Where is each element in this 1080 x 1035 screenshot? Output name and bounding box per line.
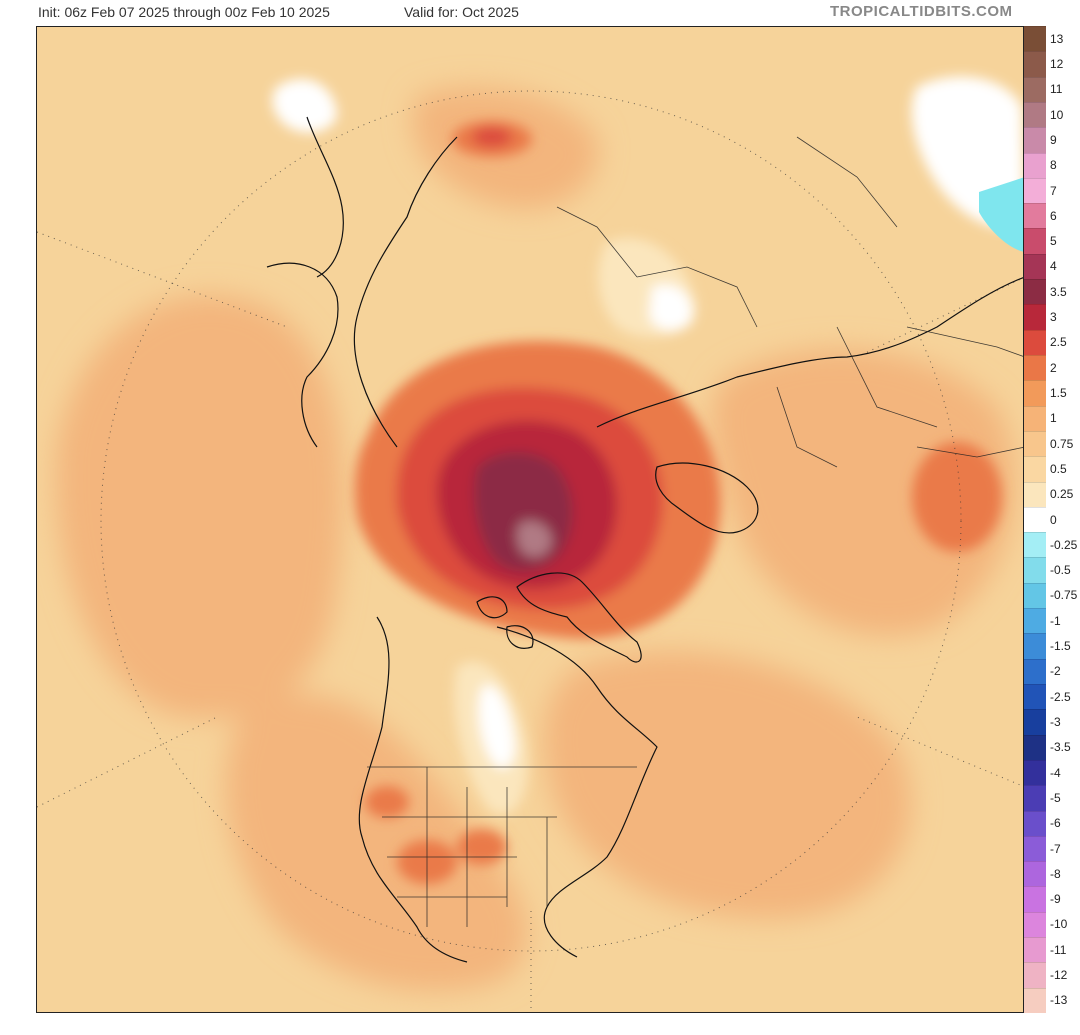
colorbar-swatch	[1024, 810, 1046, 836]
colorbar-swatch	[1024, 304, 1046, 330]
colorbar-label: -10	[1050, 917, 1068, 932]
colorbar-label: 3	[1050, 310, 1057, 325]
colorbar-swatch	[1024, 203, 1046, 229]
init-time-text: Init: 06z Feb 07 2025 through 00z Feb 10…	[38, 4, 330, 20]
colorbar-swatch	[1024, 709, 1046, 735]
colorbar-swatch	[1024, 532, 1046, 558]
colorbar-label: -0.5	[1050, 563, 1071, 578]
colorbar-label: -3	[1050, 714, 1061, 729]
colorbar-label: -6	[1050, 816, 1061, 831]
colorbar-swatch	[1024, 152, 1046, 178]
colorbar-swatch	[1024, 405, 1046, 431]
colorbar-swatch	[1024, 279, 1046, 305]
colorbar-swatch	[1024, 101, 1046, 128]
colorbar-swatch	[1024, 658, 1046, 684]
colorbar-swatch	[1024, 911, 1046, 938]
colorbar-label: -13	[1050, 993, 1068, 1008]
anomaly-map	[36, 26, 1024, 1013]
colorbar-swatch	[1024, 759, 1046, 786]
political-boundaries	[367, 136, 1023, 927]
colorbar-swatch	[1024, 456, 1046, 482]
colorbar-swatch	[1024, 253, 1046, 280]
colorbar-swatch	[1024, 127, 1046, 153]
colorbar-label: 11	[1050, 82, 1063, 97]
colorbar-label: -9	[1050, 892, 1061, 907]
colorbar-swatch	[1024, 785, 1046, 811]
colorbar-swatch	[1024, 481, 1046, 507]
colorbar-legend: 13 12 11 10 9 8 7 6 5 4 3.5 3 2.5 2 1.5 1 0.75 0.5 0.25 0 -0…	[1024, 26, 1080, 1013]
colorbar-label: -7	[1050, 841, 1061, 856]
colorbar-swatch	[1024, 177, 1046, 204]
colorbar-label: 13	[1050, 31, 1064, 46]
colorbar-swatch	[1024, 582, 1046, 609]
colorbar-label: -1	[1050, 613, 1061, 628]
colorbar-label: 7	[1050, 183, 1057, 198]
colorbar-label: 10	[1050, 107, 1064, 122]
colorbar-swatch	[1024, 76, 1046, 102]
colorbar-swatch	[1024, 861, 1046, 887]
colorbar-swatch	[1024, 937, 1046, 963]
colorbar-swatch	[1024, 228, 1046, 254]
valid-time-text: Valid for: Oct 2025	[404, 4, 519, 20]
coastlines	[266, 116, 1023, 963]
colorbar-label: 9	[1050, 132, 1057, 147]
colorbar-label: 12	[1050, 56, 1064, 71]
cold-anomaly-patch	[979, 177, 1023, 252]
colorbar-label: 0.25	[1050, 487, 1074, 502]
anomaly-shading	[55, 87, 1015, 991]
colorbar-label: 0.5	[1050, 461, 1067, 476]
colorbar-label: -1.5	[1050, 639, 1071, 654]
colorbar-swatch	[1024, 734, 1046, 760]
colorbar-label: -2.5	[1050, 689, 1071, 704]
colorbar-swatch	[1024, 633, 1046, 659]
colorbar-swatch	[1024, 835, 1046, 862]
colorbar-swatch	[1024, 684, 1046, 710]
colorbar-label: 3.5	[1050, 284, 1067, 299]
colorbar-label: -8	[1050, 866, 1061, 881]
colorbar-swatch	[1024, 51, 1046, 77]
colorbar-label: 8	[1050, 158, 1057, 173]
colorbar-label: -2	[1050, 664, 1061, 679]
colorbar-label: -0.75	[1050, 588, 1078, 603]
colorbar-label: 4	[1050, 259, 1057, 274]
colorbar-label: 5	[1050, 234, 1057, 249]
colorbar-swatch	[1024, 557, 1046, 583]
colorbar-swatch	[1024, 987, 1046, 1013]
colorbar-label: -11	[1050, 942, 1067, 957]
anomaly-map-canvas	[37, 27, 1023, 1012]
colorbar-label: -5	[1050, 790, 1061, 805]
header: Init: 06z Feb 07 2025 through 00z Feb 10…	[0, 0, 1080, 26]
colorbar-label: 6	[1050, 208, 1057, 223]
colorbar-swatch	[1024, 608, 1046, 634]
colorbar-label: -12	[1050, 968, 1068, 983]
colorbar-label: -3.5	[1050, 740, 1071, 755]
colorbar-label: 0	[1050, 512, 1057, 527]
colorbar-swatch	[1024, 430, 1046, 457]
graticule	[37, 90, 1023, 1012]
colorbar-swatch	[1024, 26, 1046, 52]
colorbar-label: 1.5	[1050, 385, 1067, 400]
colorbar-swatch	[1024, 506, 1046, 533]
colorbar-swatch	[1024, 329, 1046, 355]
colorbar-label: 0.75	[1050, 436, 1074, 451]
colorbar-label: -0.25	[1050, 537, 1078, 552]
colorbar-swatch	[1024, 380, 1046, 406]
colorbar-label: -4	[1050, 765, 1061, 780]
colorbar-swatch	[1024, 886, 1046, 912]
brand-watermark: TROPICALTIDBITS.COM	[830, 3, 1013, 20]
colorbar-swatch	[1024, 962, 1046, 988]
colorbar-label: 2	[1050, 360, 1057, 375]
colorbar-label: 2.5	[1050, 335, 1067, 350]
colorbar-swatch	[1024, 355, 1046, 381]
arctic-warm-core	[354, 341, 721, 639]
colorbar-label: 1	[1050, 411, 1057, 426]
